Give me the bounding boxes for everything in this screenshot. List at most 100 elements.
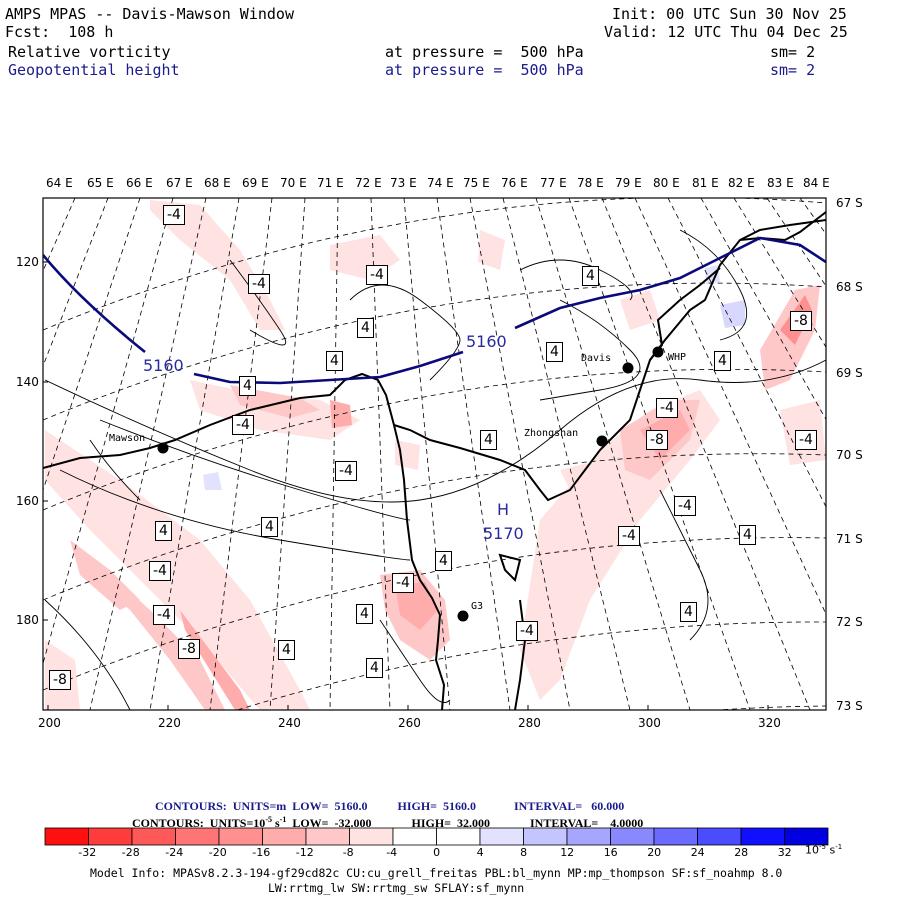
height-contour-label: 5170 xyxy=(483,524,524,543)
lon-label: 75 E xyxy=(463,176,490,190)
contour-vort-high: HIGH= 32.000 xyxy=(411,816,491,830)
vorticity-contour-label: 4 xyxy=(356,604,373,624)
x-axis-label: 260 xyxy=(398,716,421,730)
lat-label: 69 S xyxy=(836,366,863,380)
vorticity-shading xyxy=(45,200,826,710)
contour-vort-low: LOW= -32.000 xyxy=(286,816,372,830)
vorticity-contour-label: -4 xyxy=(335,461,357,481)
lon-label: 68 E xyxy=(204,176,231,190)
contour-vort-unit-exp: -1 xyxy=(279,815,287,824)
vorticity-contour-label: -8 xyxy=(49,670,71,690)
y-axis-label: 120 xyxy=(16,255,39,269)
vorticity-contour-label: -4 xyxy=(516,621,538,641)
contour-height-high: HIGH= 5160.0 xyxy=(397,799,476,813)
station-marker-davis xyxy=(622,362,634,374)
vorticity-contour-label: 4 xyxy=(326,351,343,371)
vorticity-contour-label: 4 xyxy=(261,517,278,537)
colorbar-label: -8 xyxy=(342,846,354,859)
model-info-radiation: LW:rrtmg_lw SW:rrtmg_sw SFLAY:sf_mynn xyxy=(268,881,525,895)
lon-label: 80 E xyxy=(653,176,680,190)
station-marker-whp xyxy=(652,346,664,358)
lon-label: 64 E xyxy=(46,176,73,190)
y-axis-label: 140 xyxy=(16,375,39,389)
x-axis-label: 280 xyxy=(518,716,541,730)
vorticity-contour-label: -8 xyxy=(646,430,668,450)
lon-label: 69 E xyxy=(242,176,269,190)
vorticity-contour-label: 4 xyxy=(680,602,697,622)
field2-smooth: sm= 2 xyxy=(770,61,816,79)
x-axis-label: 220 xyxy=(158,716,181,730)
field1-name: Relative vorticity xyxy=(8,43,171,61)
axis-ticks xyxy=(43,261,769,710)
vorticity-contour-label: -4 xyxy=(618,526,640,546)
vorticity-contour-label: 4 xyxy=(582,266,599,286)
contour-vort-unit: s xyxy=(271,816,280,830)
vorticity-contour-label: -4 xyxy=(232,415,254,435)
vorticity-contour-label: 4 xyxy=(435,551,452,571)
vorticity-contour-label: -4 xyxy=(795,430,817,450)
lat-label: 71 S xyxy=(836,532,863,546)
vorticity-contour-label: 4 xyxy=(366,658,383,678)
colorbar-unit: 10-5 s-1 xyxy=(805,843,842,857)
high-pressure-marker: H xyxy=(497,500,510,519)
lon-label: 71 E xyxy=(317,176,344,190)
lon-label: 82 E xyxy=(728,176,755,190)
contour-vort-exp: -5 xyxy=(265,815,272,824)
colorbar-label: -16 xyxy=(252,846,271,859)
colorbar-swatch xyxy=(88,827,133,846)
station-label-davis: Davis xyxy=(581,353,612,364)
vorticity-contour-label: 4 xyxy=(239,376,256,396)
vorticity-contour-label: -8 xyxy=(178,639,200,659)
colorbar-swatch xyxy=(44,827,89,846)
colorbar-label: -20 xyxy=(208,846,227,859)
lon-label: 73 E xyxy=(390,176,417,190)
lon-label: 79 E xyxy=(615,176,642,190)
contour-height-label: CONTOURS: UNITS=m LOW= 5160.0 xyxy=(155,799,368,813)
vorticity-contour-label: 4 xyxy=(278,640,295,660)
station-marker-g3 xyxy=(457,610,469,622)
vorticity-contours xyxy=(44,229,826,710)
colorbar-unit-exp: -5 xyxy=(819,843,826,851)
colorbar-label: -24 xyxy=(165,846,184,859)
lat-label: 68 S xyxy=(836,280,863,294)
height-contour-label: 5160 xyxy=(143,356,184,375)
vorticity-contour-label: -4 xyxy=(153,605,175,625)
colorbar-swatch xyxy=(653,827,698,846)
colorbar-label: 24 xyxy=(690,846,705,859)
vorticity-contour-label: 4 xyxy=(739,525,756,545)
vorticity-contour-label: -4 xyxy=(149,561,171,581)
contour-height-info: CONTOURS: UNITS=m LOW= 5160.0 HIGH= 5160.… xyxy=(155,797,624,815)
colorbar-label: -4 xyxy=(386,846,398,859)
colorbar-label: 12 xyxy=(560,846,575,859)
vorticity-contour-label: -4 xyxy=(163,205,185,225)
map-title: AMPS MPAS -- Davis-Mawson Window xyxy=(5,5,294,23)
station-marker-zhongshan xyxy=(596,435,608,447)
lon-label: 81 E xyxy=(692,176,719,190)
x-axis-label: 200 xyxy=(38,716,61,730)
colorbar xyxy=(44,827,829,846)
colorbar-label: 4 xyxy=(476,846,484,859)
forecast-hour: Fcst: 108 h xyxy=(5,23,114,41)
colorbar-label: -32 xyxy=(78,846,97,859)
colorbar-unit-base: 10 xyxy=(805,843,819,857)
y-axis-label: 160 xyxy=(16,494,39,508)
lon-label: 78 E xyxy=(577,176,604,190)
lat-label: 73 S xyxy=(836,699,863,713)
lat-label: 67 S xyxy=(836,196,863,210)
y-axis-label: 180 xyxy=(16,613,39,627)
colorbar-unit-s-exp: -1 xyxy=(835,843,843,851)
station-label-g3: G3 xyxy=(471,601,484,612)
lon-label: 72 E xyxy=(355,176,382,190)
colorbar-swatch xyxy=(697,827,742,846)
station-label-mawson: Mawson xyxy=(109,433,146,444)
vorticity-contour-label: 4 xyxy=(546,342,563,362)
lon-label: 66 E xyxy=(126,176,153,190)
x-axis-label: 320 xyxy=(758,716,781,730)
colorbar-swatch xyxy=(784,827,829,846)
vorticity-contour-label: 4 xyxy=(155,521,172,541)
contour-vort-interval: INTERVAL= 4.0000 xyxy=(530,816,644,830)
lon-label: 67 E xyxy=(166,176,193,190)
station-marker-mawson xyxy=(157,442,169,454)
contour-vort-label: CONTOURS: UNITS=10 xyxy=(132,816,266,830)
